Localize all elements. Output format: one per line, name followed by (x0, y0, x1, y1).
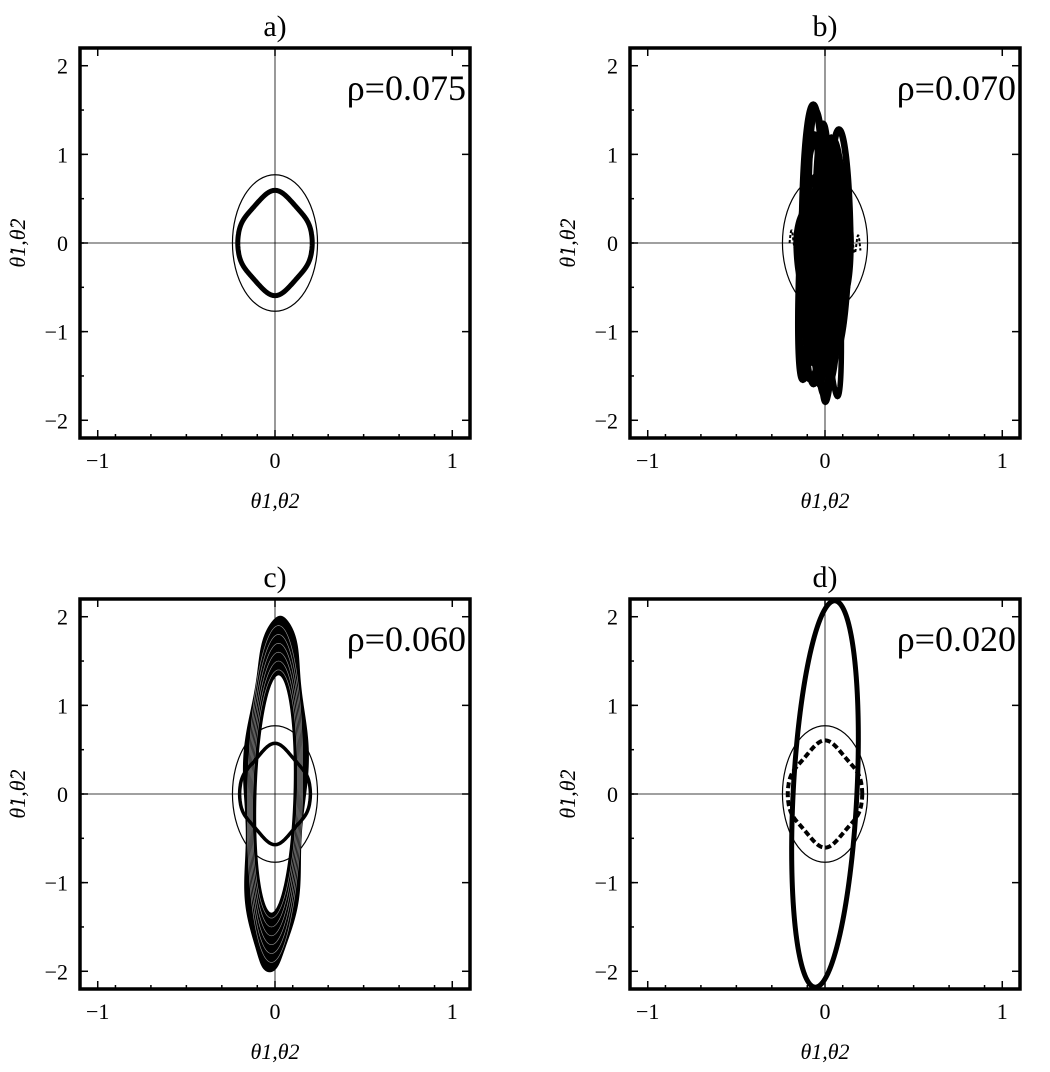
x-axis-label: θ1,θ2 (800, 488, 849, 513)
y-tick-label: 2 (57, 54, 68, 79)
y-tick-label: −1 (595, 871, 618, 896)
panel-title: c) (263, 561, 286, 594)
y-tick-label: 1 (57, 142, 68, 167)
x-tick-label: 1 (447, 999, 458, 1024)
rho-annotation: ρ=0.020 (897, 619, 1016, 659)
y-axis-label: θ̇1,θ̇2 (5, 769, 30, 818)
y-tick-label: −2 (595, 959, 618, 984)
y-tick-label: −2 (45, 408, 68, 433)
band-striation (249, 643, 301, 945)
series-wavy-ring (237, 741, 313, 847)
rho-annotation: ρ=0.060 (347, 619, 466, 659)
series-large-orbit (789, 599, 861, 989)
panel-d: −1 0 1 −2 −1 0 1 2 d) ρ=0.020 θ1,θ2 θ̇1,θ̇2 (555, 561, 1022, 1064)
y-tick-label: 2 (57, 605, 68, 630)
x-tick-label: 1 (447, 448, 458, 473)
plot-area (231, 174, 319, 312)
x-tick-label: 0 (270, 448, 281, 473)
y-tick-label: 0 (607, 231, 618, 256)
x-axis-label: θ1,θ2 (250, 1039, 299, 1064)
y-tick-label: 1 (607, 693, 618, 718)
x-tick-label: −1 (86, 448, 109, 473)
y-axis-label: θ̇1,θ̇2 (555, 218, 580, 267)
y-tick-label: 0 (607, 782, 618, 807)
reference-ellipse (231, 725, 319, 863)
panel-title: a) (263, 10, 286, 43)
y-tick-label: −2 (45, 959, 68, 984)
y-tick-label: 0 (57, 231, 68, 256)
x-tick-label: −1 (86, 999, 109, 1024)
x-axis-label: θ1,θ2 (800, 1039, 849, 1064)
panel-title: d) (813, 561, 838, 594)
y-tick-label: −1 (45, 320, 68, 345)
band-striation (250, 651, 300, 937)
y-tick-label: 2 (607, 605, 618, 630)
plot-area (781, 599, 869, 989)
y-tick-label: −1 (45, 871, 68, 896)
y-axis-label: θ̇1,θ̇2 (5, 218, 30, 267)
series-wavy-ring (235, 187, 315, 299)
x-tick-label: −1 (636, 448, 659, 473)
panel-a: −1 0 1 −2 −1 0 1 2 a) ρ=0.075 θ1,θ2 θ̇1,θ̇2 (5, 10, 472, 513)
y-tick-label: 0 (57, 782, 68, 807)
series-wavy-ring (785, 738, 865, 850)
x-tick-label: 1 (997, 999, 1008, 1024)
x-tick-label: 0 (270, 999, 281, 1024)
rho-annotation: ρ=0.075 (347, 68, 466, 108)
x-tick-label: −1 (636, 999, 659, 1024)
panel-title: b) (813, 10, 838, 43)
y-tick-label: −1 (595, 320, 618, 345)
x-tick-label: 0 (820, 999, 831, 1024)
y-tick-label: 1 (607, 142, 618, 167)
plot-area (781, 101, 869, 406)
band-striation (252, 669, 298, 919)
y-tick-label: −2 (595, 408, 618, 433)
y-tick-label: 2 (607, 54, 618, 79)
x-tick-label: 1 (997, 448, 1008, 473)
y-tick-label: 1 (57, 693, 68, 718)
panel-b: −1 0 1 −2 −1 0 1 2 b) ρ=0.070 θ1,θ2 θ̇1,θ̇2 (555, 10, 1022, 513)
plot-area (231, 615, 319, 973)
panel-c: −1 0 1 −2 −1 0 1 2 c) ρ=0.060 θ1,θ2 θ̇1,θ̇2 (5, 561, 472, 1064)
y-axis-label: θ̇1,θ̇2 (555, 769, 580, 818)
x-axis-label: θ1,θ2 (250, 488, 299, 513)
x-tick-label: 0 (820, 448, 831, 473)
band-striation (247, 625, 303, 963)
reference-ellipse (781, 725, 869, 863)
band-striation (251, 660, 299, 928)
band-striation (248, 634, 302, 954)
reference-ellipse (231, 174, 319, 312)
series-chaotic-scribble (788, 226, 862, 259)
rho-annotation: ρ=0.070 (897, 68, 1016, 108)
